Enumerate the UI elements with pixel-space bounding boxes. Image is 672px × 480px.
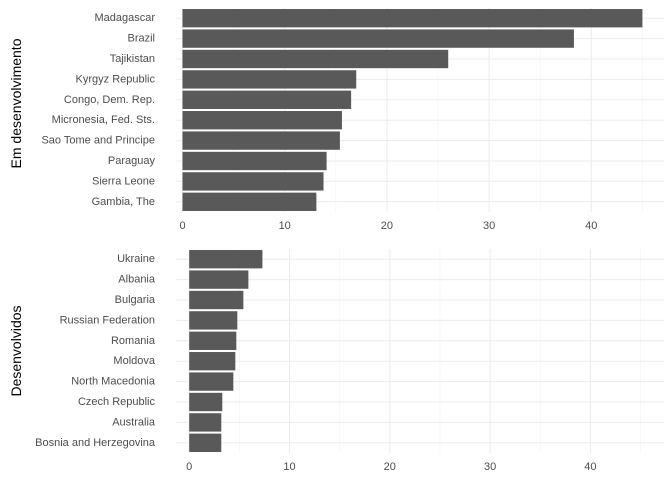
x-tick-label: 20 — [381, 220, 393, 232]
y-tick-label: Micronesia, Fed. Sts. — [52, 114, 155, 126]
y-tick-label: Gambia, The — [92, 196, 155, 208]
x-tick-label: 40 — [584, 461, 596, 473]
bar-micronesia-fed-sts- — [182, 111, 342, 130]
bar-kyrgyz-republic — [182, 70, 357, 89]
x-tick-label: 40 — [585, 220, 597, 232]
y-tick-label: Sierra Leone — [92, 175, 155, 187]
bar-ukraine — [189, 250, 263, 269]
y-axis-title-top: Em desenvolvimento — [8, 38, 24, 168]
y-tick-label: Romania — [111, 335, 156, 347]
bar-paraguay — [182, 151, 327, 171]
x-tick-label: 10 — [283, 461, 295, 473]
bar-albania — [189, 270, 249, 289]
panel-top-content: Madagascar Brazil Tajikistan Kyrgyz Republi… — [41, 8, 664, 232]
y-tick-label: Albania — [118, 274, 156, 286]
y-tick-label: Ukraine — [117, 253, 155, 265]
y-tick-label: Bulgaria — [115, 294, 156, 306]
bar-north-macedonia — [189, 372, 234, 391]
bar-tajikistan — [182, 49, 449, 69]
y-tick-label: Australia — [112, 416, 156, 428]
y-tick-label: Tajikistan — [110, 53, 155, 65]
y-axis-title-bottom: Desenvolvidos — [8, 305, 24, 396]
bar-congo-dem-rep- — [182, 90, 352, 109]
x-tick-label: 20 — [384, 461, 396, 473]
bar-brazil — [182, 29, 574, 48]
y-tick-label: Russian Federation — [60, 314, 155, 326]
y-tick-label: Kyrgyz Republic — [76, 73, 156, 85]
bar-bosnia-and-herzegovina — [189, 433, 222, 452]
bar-madagascar — [182, 9, 643, 28]
y-tick-label: Czech Republic — [78, 396, 156, 408]
x-tick-label: 0 — [179, 220, 185, 232]
y-tick-label: Moldova — [113, 355, 155, 367]
y-tick-label: Congo, Dem. Rep. — [64, 94, 155, 106]
y-tick-label: Paraguay — [108, 155, 156, 167]
bar-russian-federation — [189, 311, 238, 330]
y-tick-label: Sao Tome and Principe — [41, 135, 155, 147]
y-tick-label: Madagascar — [94, 12, 155, 24]
y-tick-label: North Macedonia — [71, 376, 156, 388]
bar-gambia-the — [182, 192, 317, 211]
bar-australia — [189, 413, 222, 432]
y-tick-label: Bosnia and Herzegovina — [35, 437, 156, 449]
bar-sierra-leone — [182, 172, 324, 191]
y-tick-label: Brazil — [127, 33, 155, 45]
panel-top: Em desenvolvimento Madagascar Brazil Tajik… — [8, 8, 664, 232]
bar-moldova — [189, 352, 236, 371]
bar-czech-republic — [189, 392, 223, 412]
bar-romania — [189, 331, 237, 350]
x-tick-label: 0 — [186, 461, 192, 473]
panel-bottom-content: Ukraine Albania Bulgaria Russian Federation… — [35, 249, 664, 473]
x-tick-label: 30 — [484, 461, 496, 473]
x-tick-label: 30 — [483, 220, 495, 232]
x-tick-label: 10 — [279, 220, 291, 232]
bar-bulgaria — [189, 290, 244, 310]
bar-sao-tome-and-principe — [182, 131, 340, 150]
panel-bottom: Desenvolvidos Ukraine Albania Bulgaria Russ… — [8, 249, 664, 473]
